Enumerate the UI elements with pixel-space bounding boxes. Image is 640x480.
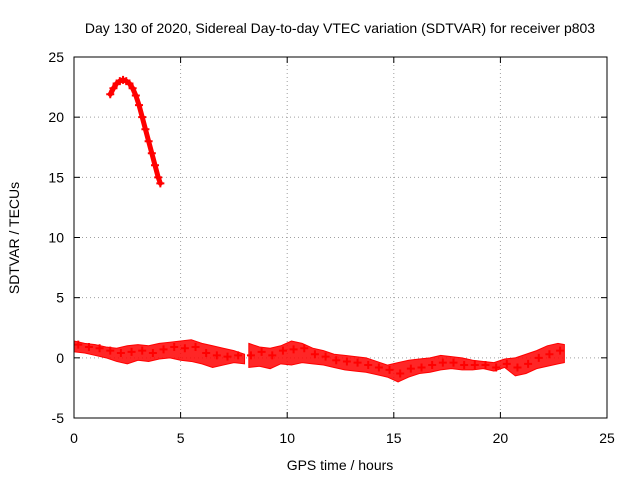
y-axis-label: SDTVAR / TECUs <box>6 182 22 294</box>
data-point <box>138 346 147 355</box>
data-point <box>502 359 511 368</box>
data-point <box>257 347 266 356</box>
chart-title: Day 130 of 2020, Sidereal Day-to-day VTE… <box>85 20 595 36</box>
data-point <box>545 350 554 359</box>
data-point <box>449 358 458 367</box>
data-point <box>212 351 221 360</box>
data-point <box>321 352 330 361</box>
x-tick-label: 5 <box>177 430 185 446</box>
x-tick-label: 0 <box>70 430 78 446</box>
data-point <box>300 344 309 353</box>
data-point <box>234 351 243 360</box>
data-point <box>460 361 469 370</box>
data-point <box>513 363 522 372</box>
data-point <box>470 361 479 370</box>
data-point <box>191 343 200 352</box>
x-tick-label: 20 <box>493 430 509 446</box>
data-point <box>417 363 426 372</box>
data-point <box>170 343 179 352</box>
data-point <box>396 369 405 378</box>
data-point <box>385 365 394 374</box>
data-point <box>148 349 157 358</box>
y-tick-label: 15 <box>48 169 64 185</box>
data-arc-point <box>144 137 153 146</box>
data-arc-point <box>128 84 137 93</box>
data-arc-point <box>141 125 150 134</box>
data-arc-point <box>138 113 147 122</box>
x-tick-label: 15 <box>386 430 402 446</box>
data-point <box>116 349 125 358</box>
y-tick-label: 25 <box>48 49 64 65</box>
data-point <box>332 356 341 365</box>
data-point <box>202 349 211 358</box>
data-point <box>246 351 255 360</box>
y-tick-label: 10 <box>48 230 64 246</box>
data-arc-point <box>156 179 165 188</box>
data-band <box>73 339 246 368</box>
data-point <box>127 347 136 356</box>
data-arc-point <box>106 90 115 99</box>
x-axis-label: GPS time / hours <box>287 457 394 473</box>
y-tick-label: -5 <box>52 410 65 426</box>
data-point <box>159 345 168 354</box>
y-tick-label: 20 <box>48 109 64 125</box>
data-point <box>84 343 93 352</box>
data-arc-point <box>151 161 160 170</box>
data-point <box>223 352 232 361</box>
data-point <box>524 359 533 368</box>
data-arc-point <box>135 101 144 110</box>
data-point <box>556 346 565 355</box>
y-tick-label: 5 <box>56 290 64 306</box>
data-point <box>289 345 298 354</box>
data-point <box>310 350 319 359</box>
data-point <box>278 346 287 355</box>
data-point <box>364 361 373 370</box>
data-point <box>342 357 351 366</box>
data-point <box>492 363 501 372</box>
data-point <box>406 364 415 373</box>
x-tick-label: 10 <box>279 430 295 446</box>
data-point <box>374 363 383 372</box>
data-band <box>248 340 565 383</box>
tick-labels: 0 5 10 15 20 25 -5 0 5 10 15 20 25 <box>48 49 615 446</box>
data-point <box>74 340 83 349</box>
data-arc-point <box>154 173 163 182</box>
data-point <box>428 361 437 370</box>
data-point <box>481 361 490 370</box>
plot-border <box>73 56 608 419</box>
data-point <box>268 351 277 360</box>
data-arc-point <box>109 84 118 93</box>
data-point <box>180 344 189 353</box>
data-bands <box>73 339 565 383</box>
data-arc-point <box>147 149 156 158</box>
y-tick-label: 0 <box>56 350 64 366</box>
data-arc-point <box>131 91 140 100</box>
data-point <box>438 358 447 367</box>
data-point <box>534 353 543 362</box>
data-points <box>74 75 565 378</box>
data-arc-point <box>125 79 134 88</box>
data-point <box>353 358 362 367</box>
data-point <box>106 346 115 355</box>
x-tick-label: 25 <box>599 430 615 446</box>
data-point <box>95 344 104 353</box>
